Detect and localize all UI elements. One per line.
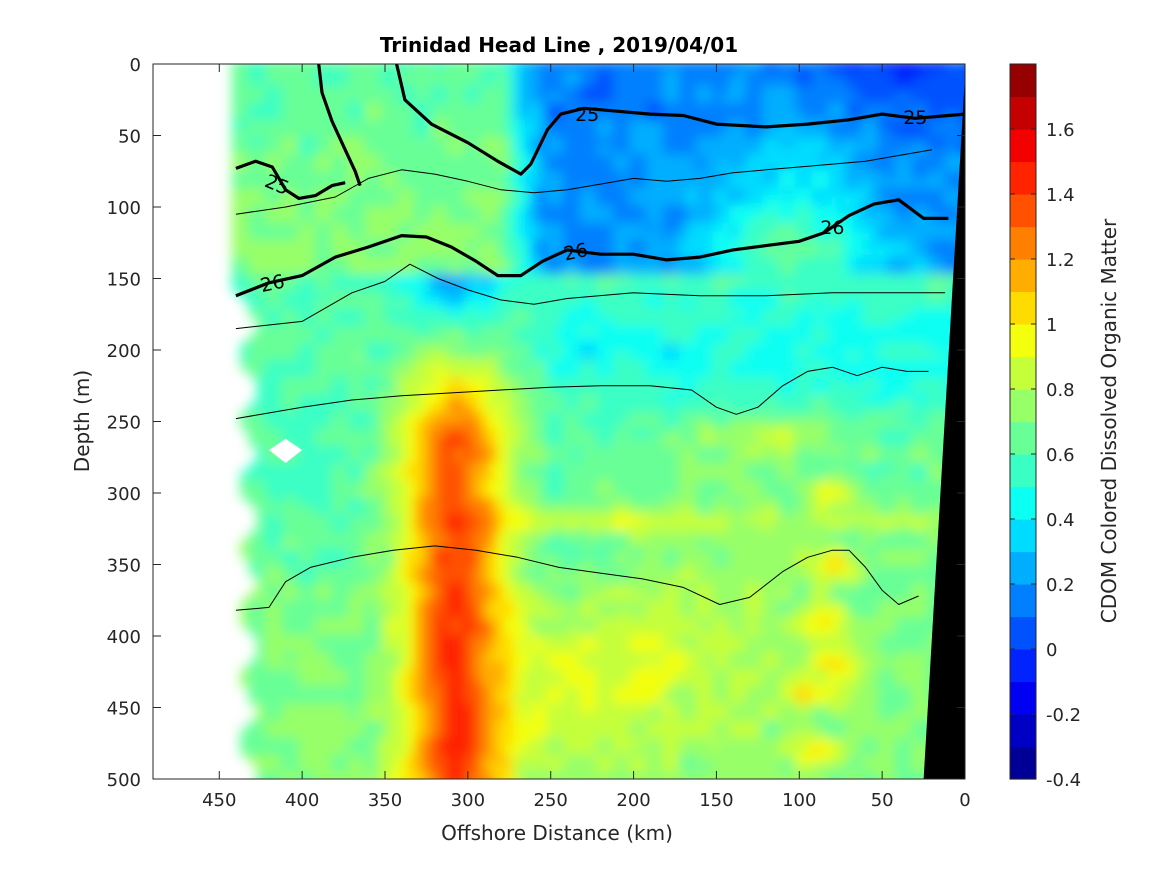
colorbar-swatch bbox=[1010, 487, 1036, 520]
x-tick-label: 300 bbox=[451, 790, 485, 811]
x-tick-label: 50 bbox=[871, 790, 894, 811]
colorbar-swatch bbox=[1010, 162, 1036, 195]
colorbar-swatch bbox=[1010, 454, 1036, 487]
colorbar-swatch bbox=[1010, 227, 1036, 260]
colorbar-swatch bbox=[1010, 714, 1036, 747]
x-tick-label: 400 bbox=[285, 790, 319, 811]
colorbar-swatch bbox=[1010, 97, 1036, 130]
colorbar-tick-label: 0.8 bbox=[1046, 380, 1075, 401]
colorbar-tick-label: 0.6 bbox=[1046, 445, 1075, 466]
colorbar-swatch bbox=[1010, 519, 1036, 552]
y-tick-label: 250 bbox=[107, 413, 141, 434]
x-tick-label: 100 bbox=[782, 790, 816, 811]
y-axis-label: Depth (m) bbox=[70, 370, 94, 472]
colorbar-swatch bbox=[1010, 129, 1036, 162]
y-tick-label: 300 bbox=[107, 484, 141, 505]
colorbar-tick-label: -0.2 bbox=[1046, 705, 1081, 726]
y-tick-label: 150 bbox=[107, 270, 141, 291]
contour-label: 25 bbox=[903, 107, 927, 129]
colorbar-tick-label: 0.4 bbox=[1046, 510, 1075, 531]
y-tick-label: 500 bbox=[107, 770, 141, 791]
colorbar-swatch bbox=[1010, 584, 1036, 617]
colorbar-label: CDOM Colored Dissolved Organic Matter bbox=[1097, 218, 1121, 623]
colorbar-tick-label: 1.6 bbox=[1046, 120, 1075, 141]
y-tick-label: 0 bbox=[130, 55, 141, 76]
x-axis-label: Offshore Distance (km) bbox=[441, 821, 673, 845]
colorbar-tick-label: 1.4 bbox=[1046, 185, 1075, 206]
colorbar-tick-label: 1 bbox=[1046, 315, 1057, 336]
colorbar-tick-label: 0.2 bbox=[1046, 575, 1075, 596]
colorbar-swatch bbox=[1010, 357, 1036, 390]
colorbar-tick-label: 1.2 bbox=[1046, 250, 1075, 271]
contour-label: 26 bbox=[820, 217, 844, 239]
colorbar-swatch bbox=[1010, 389, 1036, 422]
y-tick-label: 400 bbox=[107, 627, 141, 648]
x-tick-label: 0 bbox=[959, 790, 970, 811]
contour-label: 25 bbox=[575, 104, 599, 126]
colorbar-swatch bbox=[1010, 682, 1036, 715]
x-tick-label: 450 bbox=[202, 790, 236, 811]
colorbar-swatch bbox=[1010, 64, 1036, 97]
colorbar: 1.6 1.4 1.2 1 0.8 0.6 0.4 0.2 0 -0.2 -0.4 bbox=[1010, 64, 1081, 791]
y-tick-label: 50 bbox=[118, 127, 141, 148]
colorbar-swatch bbox=[1010, 422, 1036, 455]
colorbar-tick-label: -0.4 bbox=[1046, 770, 1081, 791]
colorbar-swatch bbox=[1010, 649, 1036, 682]
x-tick-label: 150 bbox=[699, 790, 733, 811]
x-tick-label: 250 bbox=[534, 790, 568, 811]
cdom-field bbox=[232, 60, 978, 790]
colorbar-swatch bbox=[1010, 324, 1036, 357]
chart-title: Trinidad Head Line , 2019/04/01 bbox=[380, 33, 738, 57]
y-tick-label: 450 bbox=[107, 699, 141, 720]
colorbar-swatch bbox=[1010, 552, 1036, 585]
y-tick-label: 100 bbox=[107, 198, 141, 219]
y-tick-label: 200 bbox=[107, 341, 141, 362]
y-tick-label: 350 bbox=[107, 556, 141, 577]
colorbar-swatch bbox=[1010, 617, 1036, 650]
colorbar-swatch bbox=[1010, 292, 1036, 325]
colorbar-swatch bbox=[1010, 747, 1036, 780]
colorbar-swatch bbox=[1010, 194, 1036, 227]
x-tick-label: 350 bbox=[368, 790, 402, 811]
x-tick-label: 200 bbox=[616, 790, 650, 811]
colorbar-tick-label: 0 bbox=[1046, 640, 1057, 661]
colorbar-swatch bbox=[1010, 259, 1036, 292]
